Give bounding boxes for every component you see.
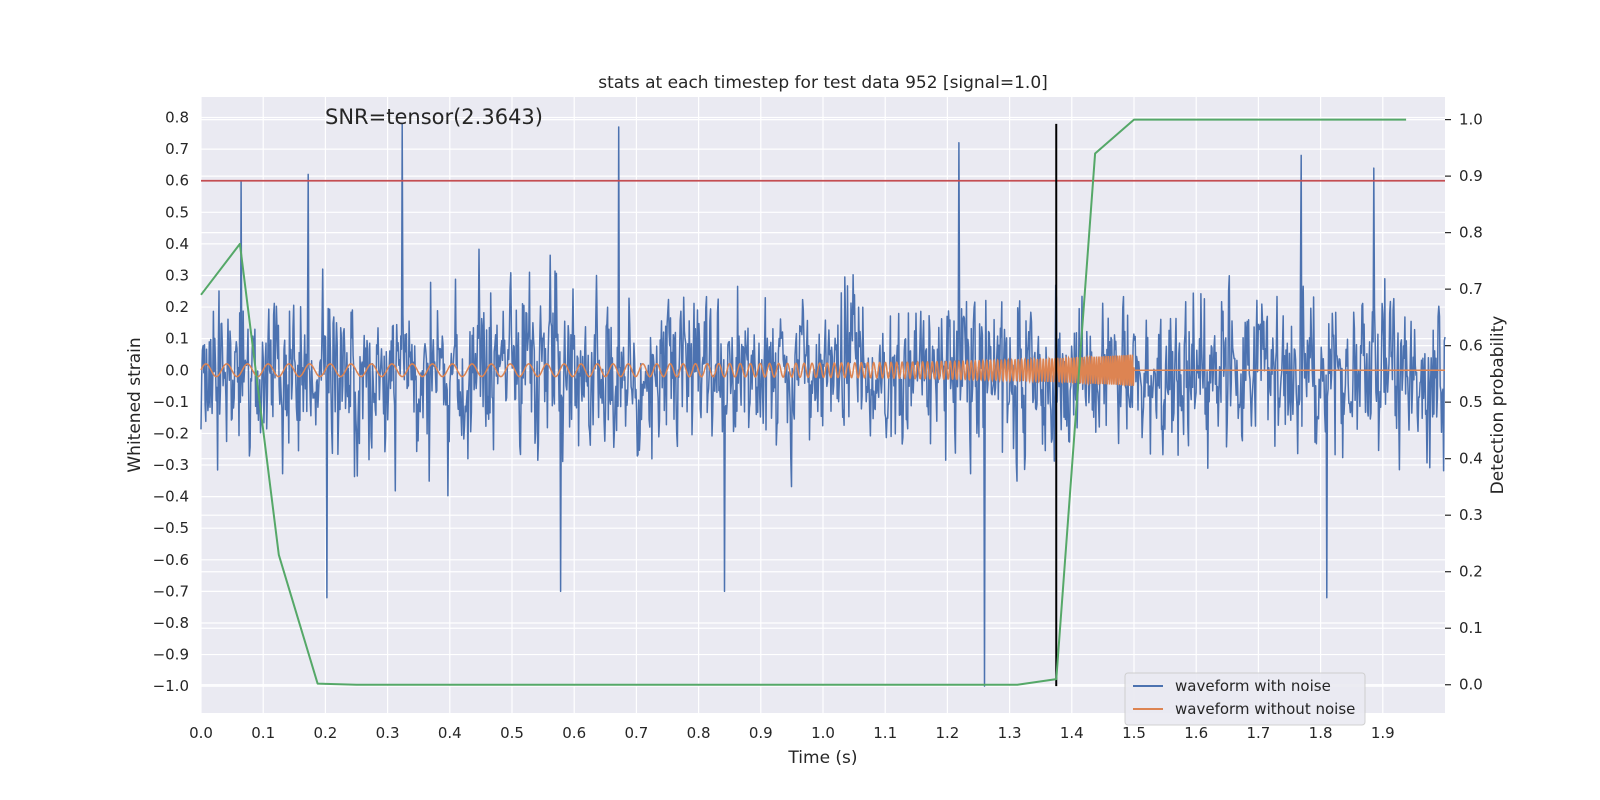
legend-label-noise: waveform with noise — [1175, 677, 1331, 695]
x-tick-label-2: 0.2 — [313, 724, 337, 742]
x-tick-label-14: 1.4 — [1060, 724, 1084, 742]
y2-tick-label-4: 0.6 — [1459, 337, 1483, 355]
y-tick-label-1: 0.7 — [165, 140, 189, 158]
y2-tick-label-0: 1.0 — [1459, 111, 1483, 129]
y-tick-label-18: −1.0 — [153, 677, 189, 695]
y-tick-label-3: 0.5 — [165, 203, 189, 221]
y-tick-label-5: 0.3 — [165, 266, 189, 284]
y2-axis-title: Detection probability — [1488, 316, 1508, 495]
snr-annotation: SNR=tensor(2.3643) — [325, 105, 543, 129]
x-tick-label-17: 1.7 — [1246, 724, 1270, 742]
y2-tick-label-1: 0.9 — [1459, 167, 1483, 185]
legend-label-clean: waveform without noise — [1175, 700, 1355, 718]
y-tick-label-17: −0.9 — [153, 646, 189, 664]
x-tick-label-9: 0.9 — [749, 724, 773, 742]
y-tick-label-7: 0.1 — [165, 330, 189, 348]
y-axis-left: 0.8 0.7 0.6 0.5 0.4 0.3 0.2 0.1 0.0 −0.1 −0.2 −0.3 −… — [153, 109, 189, 696]
y-tick-label-9: −0.1 — [153, 393, 189, 411]
x-tick-label-11: 1.1 — [873, 724, 897, 742]
y-tick-label-13: −0.5 — [153, 519, 189, 537]
y-tick-label-14: −0.6 — [153, 551, 189, 569]
x-tick-label-12: 1.2 — [935, 724, 959, 742]
y-axis-title: Whitened strain — [125, 337, 145, 472]
y2-tick-label-3: 0.7 — [1459, 280, 1483, 298]
x-axis-title: Time (s) — [787, 748, 857, 768]
y2-tick-label-6: 0.4 — [1459, 450, 1483, 468]
y-tick-label-0: 0.8 — [165, 109, 189, 127]
y2-tick-label-10: 0.0 — [1459, 676, 1483, 694]
y2-tick-label-8: 0.2 — [1459, 563, 1483, 581]
x-tick-label-16: 1.6 — [1184, 724, 1208, 742]
y-tick-label-10: −0.2 — [153, 424, 189, 442]
series-waveform-with-noise — [200, 123, 1446, 687]
series-detection-probability — [200, 118, 1407, 686]
x-tick-label-8: 0.8 — [687, 724, 711, 742]
series-layer — [200, 118, 1446, 687]
y-tick-label-2: 0.6 — [165, 172, 189, 190]
y2-tick-label-7: 0.3 — [1459, 506, 1483, 524]
y2-tick-label-2: 0.8 — [1459, 224, 1483, 242]
x-tick-label-7: 0.7 — [624, 724, 648, 742]
y-tick-label-8: 0.0 — [165, 361, 189, 379]
y-tick-label-16: −0.8 — [153, 614, 189, 632]
y-tick-label-6: 0.2 — [165, 298, 189, 316]
y-tick-label-12: −0.4 — [153, 488, 189, 506]
x-tick-label-15: 1.5 — [1122, 724, 1146, 742]
x-tick-label-5: 0.5 — [500, 724, 524, 742]
x-tick-label-10: 1.0 — [811, 724, 835, 742]
y-axis-right: 1.0 0.9 0.8 0.7 0.6 0.5 0.4 0.3 0.2 0.1 0.0 — [1445, 111, 1483, 694]
x-tick-label-0: 0.0 — [189, 724, 213, 742]
y2-tick-label-9: 0.1 — [1459, 619, 1483, 637]
x-axis: 0.0 0.1 0.2 0.3 0.4 0.5 0.6 0.7 0.8 0.9 1.0 1.1 1.2 1… — [189, 724, 1395, 742]
series-waveform-without-noise — [200, 354, 1445, 387]
x-tick-label-1: 0.1 — [251, 724, 275, 742]
y-tick-label-4: 0.4 — [165, 235, 189, 253]
y2-tick-label-5: 0.5 — [1459, 393, 1483, 411]
x-tick-label-19: 1.9 — [1371, 724, 1395, 742]
x-tick-label-18: 1.8 — [1309, 724, 1333, 742]
y-tick-label-11: −0.3 — [153, 456, 189, 474]
y-tick-label-15: −0.7 — [153, 582, 189, 600]
legend: waveform with noise waveform without noi… — [1124, 672, 1366, 726]
x-tick-label-3: 0.3 — [376, 724, 400, 742]
chart-title: stats at each timestep for test data 952… — [598, 73, 1048, 93]
legend-box — [1124, 672, 1366, 726]
x-tick-label-6: 0.6 — [562, 724, 586, 742]
x-tick-label-4: 0.4 — [438, 724, 462, 742]
x-tick-label-13: 1.3 — [998, 724, 1022, 742]
